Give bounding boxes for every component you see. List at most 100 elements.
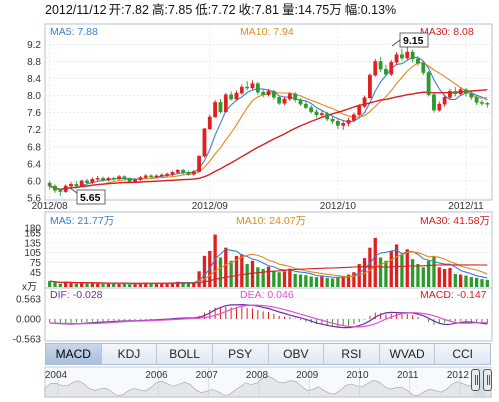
volume-bar: [266, 266, 271, 287]
tab-obv[interactable]: OBV: [269, 344, 325, 364]
candle-body: [394, 54, 399, 63]
volume-bar: [352, 272, 356, 287]
volume-bar: [362, 258, 367, 287]
candle-body: [298, 99, 303, 105]
candle-body: [186, 172, 191, 175]
low-label: 低:: [195, 3, 211, 17]
price-tick-label: 6.0: [27, 176, 41, 187]
volume-bar: [442, 268, 447, 287]
candle: [122, 175, 127, 181]
candle: [159, 173, 164, 178]
candle-body: [335, 120, 340, 126]
candle: [282, 96, 287, 105]
volume-bar: [298, 274, 303, 287]
candle-body: [271, 91, 276, 98]
price-panel: [44, 23, 493, 201]
candle-body: [405, 51, 410, 59]
quote-date: 2012/11/12: [45, 3, 107, 17]
candle: [239, 84, 244, 95]
price-tick-label: 8.8: [27, 57, 41, 68]
candle-body: [421, 62, 426, 73]
tab-macd[interactable]: MACD: [46, 344, 102, 364]
candle: [485, 102, 490, 108]
candle: [362, 95, 367, 109]
navigator-left-handle[interactable]: [471, 369, 480, 391]
candle: [341, 120, 346, 130]
volume-bar: [394, 244, 399, 287]
candle: [357, 104, 362, 117]
candle-body: [245, 86, 250, 89]
candle-body: [175, 170, 180, 173]
tab-kdj[interactable]: KDJ: [102, 344, 158, 364]
navigator-year-label: 2012: [447, 370, 470, 381]
volume-bar: [181, 283, 185, 287]
candle: [85, 178, 89, 185]
candle-body: [63, 185, 68, 192]
candle-body: [368, 74, 372, 98]
volume-bar: [293, 273, 297, 287]
candle-body: [464, 89, 468, 94]
candle: [309, 104, 314, 114]
candle: [181, 168, 186, 175]
candle-body: [266, 91, 271, 95]
tab-cci[interactable]: CCI: [452, 347, 474, 361]
candle-body: [437, 103, 442, 111]
navigator-year-axis: 2004 2006 2007 2008 2009 2010 2011 2012: [45, 367, 470, 397]
volume-bar: [64, 281, 68, 287]
tab-wvad[interactable]: WVAD: [380, 344, 436, 364]
candle: [245, 81, 250, 91]
volume-bar: [192, 282, 196, 287]
volume-ma5-label: MA5: 21.77万: [50, 215, 114, 227]
volume-bar: [213, 234, 217, 287]
volume-bar: [448, 267, 452, 287]
volume-bar: [405, 249, 409, 287]
tab-psy[interactable]: PSY: [213, 344, 269, 364]
close-value: 7.81: [255, 3, 279, 17]
candle-body: [229, 94, 234, 100]
volume-bar: [234, 255, 239, 287]
macd-dea-line: [49, 304, 488, 328]
volume-bar: [325, 277, 329, 287]
candle-body: [303, 103, 308, 108]
candle-body: [202, 128, 207, 157]
volume-bar: [389, 250, 393, 287]
candle: [287, 92, 292, 101]
candle: [47, 180, 52, 190]
candle-body: [213, 102, 218, 118]
candle: [127, 177, 132, 184]
candle-body: [191, 171, 196, 175]
candle: [421, 61, 426, 76]
candle-body: [143, 175, 148, 178]
price-tick-label: 5.6: [27, 194, 41, 205]
navigator-right-handle[interactable]: [483, 369, 492, 391]
date-tick-label: 2012/09: [192, 201, 229, 212]
navigator-history-area: [44, 375, 492, 398]
volume-bar: [245, 264, 249, 287]
volume-bar: [336, 277, 340, 287]
candle-body: [250, 83, 255, 89]
tab-boll[interactable]: BOLL: [157, 344, 213, 364]
volume-unit: x万: [22, 282, 37, 293]
candle: [149, 174, 153, 179]
volume-bar: [458, 274, 463, 287]
macd-dea-label: DEA: 0.046: [240, 289, 294, 301]
volume-bar: [48, 281, 52, 287]
volume-bar: [53, 282, 57, 287]
max-price-value: 9.15: [403, 35, 424, 47]
candle: [191, 169, 196, 176]
candle-body: [330, 118, 335, 122]
quote-header: 2012/11/12 开:7.82 高:7.85 低:7.72 收:7.81 量:14.7…: [45, 2, 396, 17]
volume-bar: [480, 279, 484, 287]
candle: [90, 177, 95, 184]
candle-body: [223, 94, 228, 113]
volume-bar: [373, 237, 377, 287]
candle-body: [485, 103, 490, 105]
min-price-value: 5.65: [80, 192, 101, 204]
candle-body: [341, 123, 346, 126]
volume-bar: [176, 281, 180, 287]
volume-bar: [453, 273, 457, 287]
candle-body: [101, 178, 105, 181]
tab-rsi[interactable]: RSI: [324, 344, 380, 364]
